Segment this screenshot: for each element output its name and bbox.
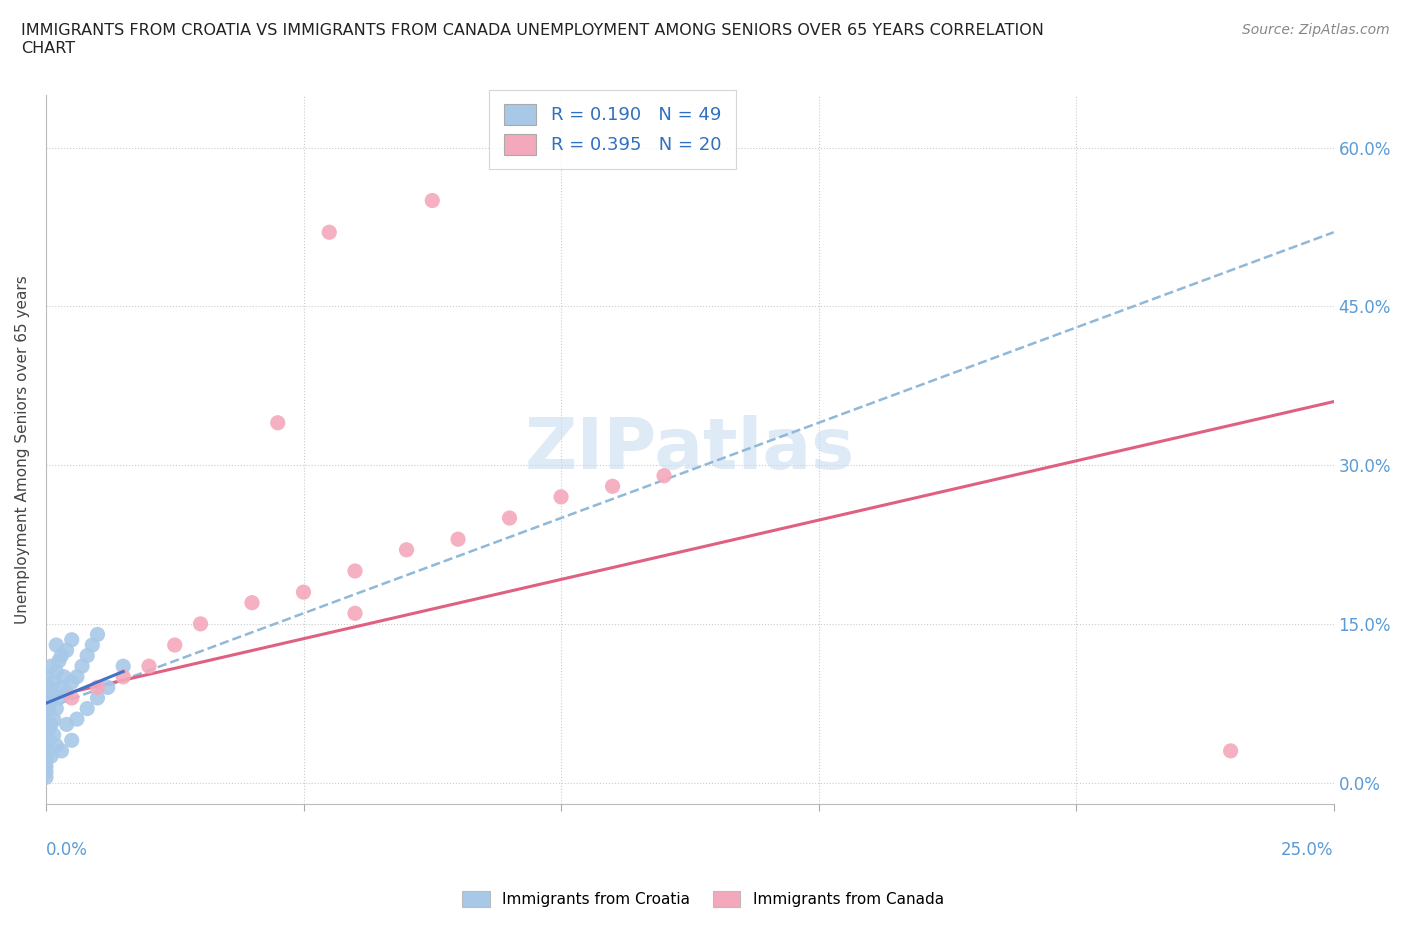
Point <box>343 605 366 620</box>
Point <box>343 564 366 578</box>
Point <box>45 664 67 679</box>
Point <box>66 711 89 726</box>
Point <box>240 595 263 610</box>
Point <box>267 416 290 431</box>
Point <box>39 749 62 764</box>
Point <box>395 542 418 557</box>
Legend: R = 0.190   N = 49, R = 0.395   N = 20: R = 0.190 N = 49, R = 0.395 N = 20 <box>489 89 735 169</box>
Point <box>60 632 83 647</box>
Point <box>51 743 73 758</box>
Point <box>292 585 315 600</box>
Point <box>60 674 83 689</box>
Point <box>652 469 675 484</box>
Point <box>138 658 160 673</box>
Point <box>318 225 340 240</box>
Point <box>112 658 135 673</box>
Point <box>35 707 58 722</box>
Point <box>35 670 58 684</box>
Point <box>55 685 77 700</box>
Text: IMMIGRANTS FROM CROATIA VS IMMIGRANTS FROM CANADA UNEMPLOYMENT AMONG SENIORS OVE: IMMIGRANTS FROM CROATIA VS IMMIGRANTS FR… <box>21 23 1045 56</box>
Point <box>420 193 443 208</box>
Point <box>97 680 120 695</box>
Point <box>190 617 212 631</box>
Point <box>35 723 58 737</box>
Point <box>35 770 58 785</box>
Point <box>38 680 60 695</box>
Point <box>38 733 60 748</box>
Point <box>1219 743 1241 758</box>
Point <box>38 701 60 716</box>
Point <box>39 685 62 700</box>
Point <box>38 743 60 758</box>
Point <box>51 648 73 663</box>
Point <box>39 658 62 673</box>
Point <box>112 670 135 684</box>
Point <box>55 717 77 732</box>
Point <box>70 658 93 673</box>
Point <box>35 743 58 758</box>
Point <box>66 670 89 684</box>
Point <box>45 701 67 716</box>
Point <box>48 690 70 705</box>
Y-axis label: Unemployment Among Seniors over 65 years: Unemployment Among Seniors over 65 years <box>15 275 30 624</box>
Point <box>60 733 83 748</box>
Point <box>35 711 58 726</box>
Point <box>447 532 470 547</box>
Legend: Immigrants from Croatia, Immigrants from Canada: Immigrants from Croatia, Immigrants from… <box>456 884 950 913</box>
Text: ZIPatlas: ZIPatlas <box>524 415 855 484</box>
Point <box>48 654 70 669</box>
Point <box>39 717 62 732</box>
Point <box>35 764 58 779</box>
Point <box>53 670 76 684</box>
Point <box>86 627 108 642</box>
Text: Source: ZipAtlas.com: Source: ZipAtlas.com <box>1241 23 1389 37</box>
Point <box>51 680 73 695</box>
Point <box>35 759 58 774</box>
Point <box>163 638 186 653</box>
Point <box>76 701 98 716</box>
Point <box>602 479 624 494</box>
Point <box>86 690 108 705</box>
Point <box>42 674 65 689</box>
Point <box>86 680 108 695</box>
Point <box>45 638 67 653</box>
Point <box>82 638 104 653</box>
Point <box>38 723 60 737</box>
Point <box>35 690 58 705</box>
Point <box>45 738 67 753</box>
Point <box>35 754 58 769</box>
Point <box>42 711 65 726</box>
Point <box>35 733 58 748</box>
Point <box>60 690 83 705</box>
Text: 0.0%: 0.0% <box>46 841 87 858</box>
Point <box>42 727 65 742</box>
Point <box>55 643 77 658</box>
Point <box>76 648 98 663</box>
Point <box>550 489 572 504</box>
Text: 25.0%: 25.0% <box>1281 841 1334 858</box>
Point <box>498 511 520 525</box>
